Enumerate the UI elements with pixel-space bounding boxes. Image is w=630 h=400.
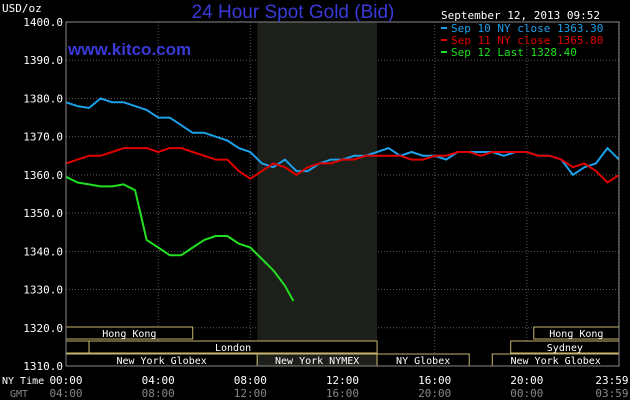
y-tick-label: 1390.0 — [23, 54, 63, 67]
legend-swatch — [441, 51, 447, 53]
legend-swatch — [441, 27, 447, 29]
y-tick-label: 1320.0 — [23, 322, 63, 335]
chart-title: 24 Hour Spot Gold (Bid) — [192, 2, 395, 23]
highlight-band — [257, 22, 378, 366]
series-line-3 — [65, 175, 295, 302]
y-tick-label: 1380.0 — [23, 92, 63, 105]
session-label: London — [215, 343, 251, 354]
x-tick-label-gmt: 08:00 — [142, 387, 175, 400]
legend-entry: Sep 12 Last 1328.40 — [451, 46, 577, 59]
watermark: www.kitco.com — [67, 40, 191, 59]
x-tick-label-gmt: 00:00 — [510, 387, 543, 400]
gmt-label: GMT — [10, 389, 28, 400]
plot-frame — [65, 21, 620, 367]
x-tick-label-ny: 20:00 — [510, 374, 543, 387]
y-tick-label: 1400.0 — [23, 16, 63, 29]
session-label: New York Globex — [510, 356, 600, 367]
x-tick-label-ny: 16:00 — [418, 374, 451, 387]
session-bar — [65, 340, 90, 354]
x-tick-label-gmt: 04:00 — [49, 387, 82, 400]
ny-time-label: NY Time — [2, 376, 44, 387]
x-tick-label-gmt: 20:00 — [418, 387, 451, 400]
y-unit-label: USD/oz — [2, 2, 42, 15]
session-bars: Hong Kong Hong Kong London Sydney New York G… — [65, 326, 620, 367]
session-label: Hong Kong — [549, 329, 603, 340]
x-tick-label-ny: 00:00 — [49, 374, 82, 387]
series-line-2 — [65, 147, 620, 184]
x-tick-label-gmt: 16:00 — [326, 387, 359, 400]
session-label: New York Globex — [116, 356, 206, 367]
session-label: New York NYMEX — [275, 356, 359, 367]
x-tick-label-ny: 12:00 — [326, 374, 359, 387]
x-tick-label-ny: 08:00 — [234, 374, 267, 387]
series-lines — [65, 97, 620, 302]
legend-entry: Sep 10 NY close 1363.30 — [451, 22, 603, 35]
x-tick-label-gmt: 12:00 — [234, 387, 267, 400]
y-tick-label: 1350.0 — [23, 207, 63, 220]
x-tick-label-gmt: 03:59 — [595, 387, 628, 400]
trading-highlight — [257, 22, 378, 366]
session-label: Hong Kong — [102, 329, 156, 340]
y-tick-label: 1360.0 — [23, 169, 63, 182]
legend-entry: Sep 11 NY close 1365.80 — [451, 34, 603, 47]
axes: 1400.0 1390.0 1380.0 1370.0 1360.0 1350.0 1340… — [23, 16, 628, 400]
timestamp: September 12, 2013 09:52 — [441, 9, 600, 22]
x-tick-label-ny: 23:59 — [595, 374, 628, 387]
y-tick-label: 1330.0 — [23, 284, 63, 297]
session-label: NY Globex — [396, 356, 450, 367]
y-tick-label: 1340.0 — [23, 245, 63, 258]
session-bar — [88, 340, 378, 354]
y-tick-label: 1310.0 — [23, 360, 63, 373]
y-tick-label: 1370.0 — [23, 131, 63, 144]
session-label: Sydney — [547, 343, 583, 354]
legend-swatch — [441, 39, 447, 41]
x-tick-label-ny: 04:00 — [142, 374, 175, 387]
